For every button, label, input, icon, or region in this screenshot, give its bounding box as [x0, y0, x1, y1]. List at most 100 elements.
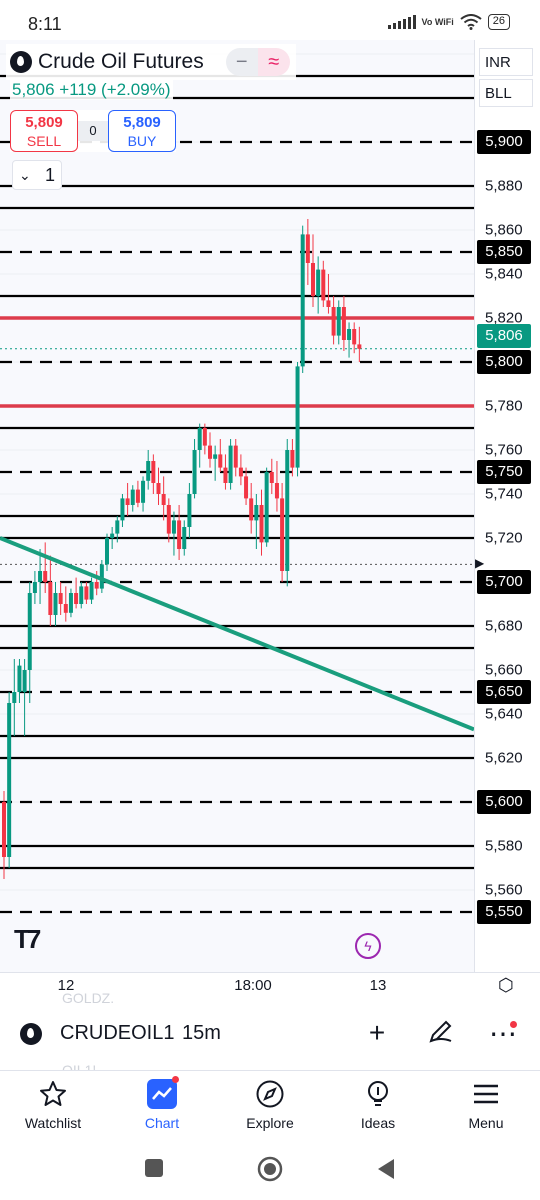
sell-button[interactable]: 5,809 SELL [10, 110, 78, 152]
indicators-count: 1 [44, 164, 55, 185]
candle-body [79, 586, 84, 604]
candle-body [7, 703, 12, 857]
price-tick: 5,620 [485, 749, 523, 767]
chart-canvas[interactable] [0, 40, 474, 972]
bottom-symbol[interactable]: CRUDEOIL1 [60, 1022, 175, 1044]
candle-body [274, 483, 279, 499]
price-level-badge: 5,600 [477, 790, 531, 814]
candle-body [110, 533, 115, 538]
buy-button[interactable]: 5,809 BUY [108, 110, 176, 152]
candle-body [27, 593, 32, 670]
price-tick: 5,780 [485, 397, 523, 415]
nav-menu[interactable]: Menu [436, 1079, 536, 1131]
candle-body [238, 467, 243, 477]
current-price-badge: 5,806 [477, 323, 531, 348]
recents-icon[interactable] [144, 1158, 164, 1183]
chart-icon [147, 1076, 179, 1109]
candle-body [94, 582, 99, 589]
currency-button[interactable]: INR [479, 48, 533, 76]
wave-icon[interactable]: ≈ [257, 48, 290, 76]
chevron-down-icon: ⌄ [19, 166, 31, 183]
nav-label: Watchlist [24, 1115, 82, 1131]
buy-price: 5,809 [123, 114, 161, 131]
nav-chart[interactable]: Chart [112, 1076, 212, 1131]
time-axis[interactable]: 12 18:00 13 ⬡ [0, 972, 540, 1000]
candle-body [166, 505, 171, 534]
candle-body [300, 234, 305, 367]
last-price: 5,806 [12, 80, 55, 99]
candle-body [187, 494, 192, 527]
candle-body [74, 593, 79, 604]
price-level-badge: 5,800 [477, 350, 531, 374]
bottom-interval[interactable]: 15m [182, 1022, 221, 1044]
price-axis[interactable]: 5,9205,8805,8605,8405,8205,7805,7605,740… [474, 40, 540, 972]
candle-body [228, 445, 233, 483]
candle-body [202, 428, 207, 446]
candle-body [290, 450, 295, 468]
candle-body [99, 564, 104, 589]
candle-body [249, 498, 254, 521]
star-icon [38, 1079, 68, 1109]
price-level-badge: 5,850 [477, 240, 531, 264]
candle-body [326, 300, 331, 307]
add-icon[interactable]: + [368, 1017, 386, 1048]
candle-body [218, 454, 223, 468]
time-tick: 18:00 [234, 977, 272, 994]
spread-value: 0 [78, 121, 108, 141]
nav-watchlist[interactable]: Watchlist [3, 1079, 103, 1131]
symbol-header[interactable]: Crude Oil Futures − ≈ [6, 44, 296, 80]
price-level-badge: 5,700 [477, 570, 531, 594]
trade-panel: 5,809 SELL 0 5,809 BUY [10, 110, 176, 152]
price-tick: 5,760 [485, 441, 523, 459]
candle-body [311, 263, 315, 296]
symbol-title[interactable]: Crude Oil Futures [38, 50, 204, 73]
candle-body [254, 505, 259, 521]
price-tick: 5,680 [485, 617, 523, 635]
price-tick: 5,720 [485, 529, 523, 547]
candle-body [53, 593, 58, 615]
nav-explore[interactable]: Explore [220, 1079, 320, 1131]
indicators-toggle[interactable]: ⌄ 1 [12, 160, 62, 190]
back-icon[interactable] [376, 1158, 396, 1185]
status-time: 8:11 [28, 14, 62, 34]
candle-body [32, 582, 37, 593]
draw-pen-icon[interactable] [424, 1017, 458, 1052]
price-level-badge: 5,550 [477, 900, 531, 924]
nav-label: Menu [468, 1115, 504, 1131]
candle-body [63, 604, 68, 613]
price-level-badge: 5,650 [477, 680, 531, 704]
lightning-icon[interactable]: ϟ [355, 933, 381, 959]
candle-body [321, 269, 326, 301]
candle-body [182, 527, 187, 549]
nav-label: Chart [144, 1115, 180, 1131]
candle-body [58, 593, 63, 604]
candle-body [17, 665, 22, 692]
status-icons: Vo WiFi 26 [387, 14, 510, 30]
system-nav [0, 1140, 540, 1200]
bottom-nav: Watchlist Chart Explore Ideas Menu [0, 1070, 540, 1140]
candle-body [280, 498, 285, 571]
candle-body [347, 329, 352, 340]
price-level-badge: 5,750 [477, 460, 531, 484]
candle-body [244, 476, 249, 499]
last-price-change: 5,806 +119 (+2.09%) [10, 80, 173, 100]
price-tick: 5,740 [485, 485, 523, 503]
price-chart[interactable] [0, 40, 474, 972]
candle-body [336, 307, 341, 336]
battery-icon: 26 [487, 14, 510, 30]
candle-body [2, 802, 6, 857]
candle-body [151, 461, 156, 483]
vowifi-label: Vo WiFi [421, 17, 454, 27]
candle-body [141, 480, 146, 503]
candle-body [295, 366, 300, 468]
price-change: +119 (+2.09%) [59, 80, 171, 99]
tradingview-logo: T7 [14, 924, 41, 954]
unit-button[interactable]: BLL [479, 79, 533, 107]
minimize-icon[interactable]: − [225, 48, 258, 76]
settings-hexagon-icon[interactable]: ⬡ [498, 975, 514, 995]
sell-label: SELL [26, 133, 62, 149]
price-level-badge: 5,900 [477, 130, 531, 154]
home-icon[interactable] [257, 1156, 283, 1187]
candle-body [192, 450, 197, 494]
nav-ideas[interactable]: Ideas [328, 1079, 428, 1131]
